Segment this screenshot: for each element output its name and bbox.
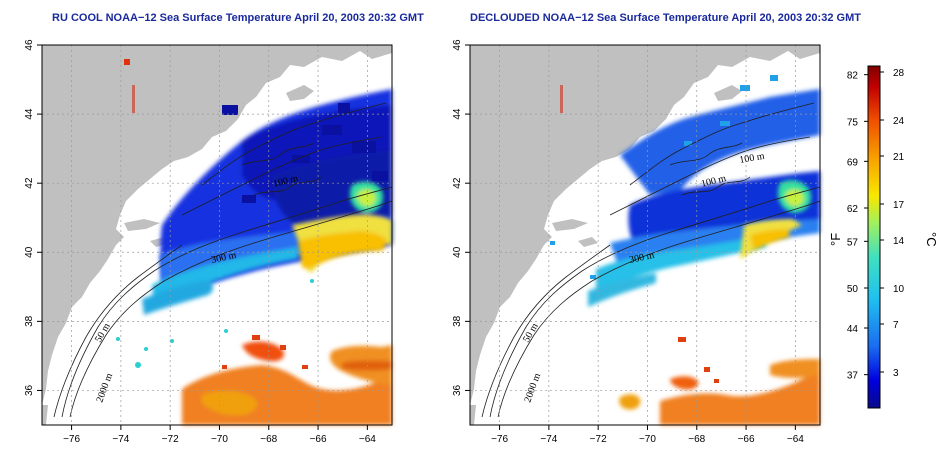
- x-tick-label: −66: [738, 434, 755, 445]
- celsius-unit-label: °C: [924, 232, 939, 247]
- fahrenheit-tick-label: 62: [847, 204, 859, 215]
- celsius-tick-label: 17: [893, 200, 905, 211]
- fahrenheit-unit-label: °F: [828, 233, 843, 246]
- y-tick-label: 36: [452, 384, 463, 396]
- y-tick-label: 42: [452, 177, 463, 189]
- x-tick-label: −70: [639, 434, 656, 445]
- contour-label: 100 m: [739, 151, 766, 166]
- x-tick-label: −72: [590, 434, 607, 445]
- y-tick-label: 38: [452, 315, 463, 327]
- fahrenheit-tick-label: 57: [847, 237, 859, 248]
- y-tick-label: 42: [24, 177, 35, 189]
- temperature-colorbar: 28 24 21 17 14 10 7 3 82 75 69 62 57 50 44 37 °F °C: [828, 65, 939, 409]
- x-tick-label: −68: [260, 434, 277, 445]
- y-tick-label: 46: [452, 39, 463, 51]
- celsius-tick-label: 7: [893, 320, 899, 331]
- y-tick-label: 44: [452, 108, 463, 120]
- celsius-tick-label: 14: [893, 236, 905, 247]
- left-panel-title: RU COOL NOAA−12 Sea Surface Temperature …: [52, 12, 424, 24]
- x-tick-label: −66: [310, 434, 327, 445]
- x-tick-label: −76: [63, 434, 80, 445]
- fahrenheit-tick-label: 50: [847, 284, 859, 295]
- right-sst-map: 50 m 2000 m 300 m 100 m 100 m: [469, 44, 821, 426]
- y-tick-label: 40: [24, 246, 35, 258]
- celsius-tick-label: 21: [893, 152, 905, 163]
- y-tick-label: 44: [24, 108, 35, 120]
- x-tick-label: −74: [112, 434, 129, 445]
- x-tick-label: −74: [540, 434, 557, 445]
- x-tick-label: −72: [162, 434, 179, 445]
- contour-label: 300 m: [210, 250, 237, 266]
- fahrenheit-tick-label: 69: [847, 157, 859, 168]
- fahrenheit-tick-label: 44: [847, 324, 859, 335]
- x-tick-label: −64: [359, 434, 376, 445]
- contour-label: 300 m: [628, 250, 655, 266]
- celsius-tick-label: 3: [893, 368, 899, 379]
- x-tick-label: −64: [787, 434, 804, 445]
- y-tick-label: 36: [24, 384, 35, 396]
- fahrenheit-tick-label: 82: [847, 71, 859, 82]
- celsius-tick-label: 24: [893, 116, 905, 127]
- x-tick-label: −76: [491, 434, 508, 445]
- right-panel-title: DECLOUDED NOAA−12 Sea Surface Temperatur…: [470, 12, 861, 24]
- left-grid: [42, 44, 392, 425]
- fahrenheit-tick-label: 75: [847, 117, 859, 128]
- right-grid: [470, 44, 820, 425]
- left-sst-map: 50 m 2000 m 300 m 100 m: [41, 44, 393, 426]
- celsius-tick-label: 10: [893, 284, 905, 295]
- celsius-tick-label: 28: [893, 68, 905, 79]
- y-tick-label: 40: [452, 246, 463, 258]
- y-tick-label: 38: [24, 315, 35, 327]
- y-tick-label: 46: [24, 39, 35, 51]
- x-tick-label: −70: [211, 434, 228, 445]
- fahrenheit-tick-label: 37: [847, 371, 859, 382]
- x-tick-label: −68: [688, 434, 705, 445]
